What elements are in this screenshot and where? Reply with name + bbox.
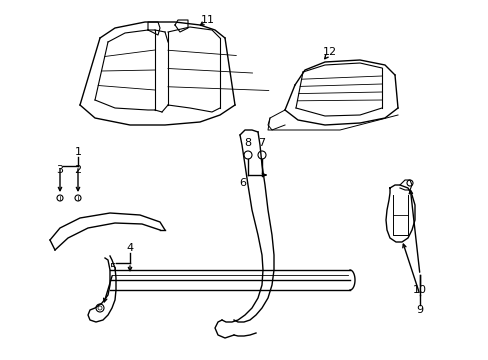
Text: 9: 9 — [416, 305, 423, 315]
Text: 12: 12 — [322, 47, 336, 57]
Text: 11: 11 — [201, 15, 215, 25]
Text: 8: 8 — [244, 138, 251, 148]
Text: 10: 10 — [412, 285, 426, 295]
Text: 1: 1 — [74, 147, 81, 157]
Text: 6: 6 — [239, 178, 246, 188]
Text: 4: 4 — [126, 243, 133, 253]
Text: 3: 3 — [57, 165, 63, 175]
Text: 7: 7 — [258, 138, 265, 148]
Text: 2: 2 — [74, 165, 81, 175]
Text: 5: 5 — [109, 263, 116, 273]
